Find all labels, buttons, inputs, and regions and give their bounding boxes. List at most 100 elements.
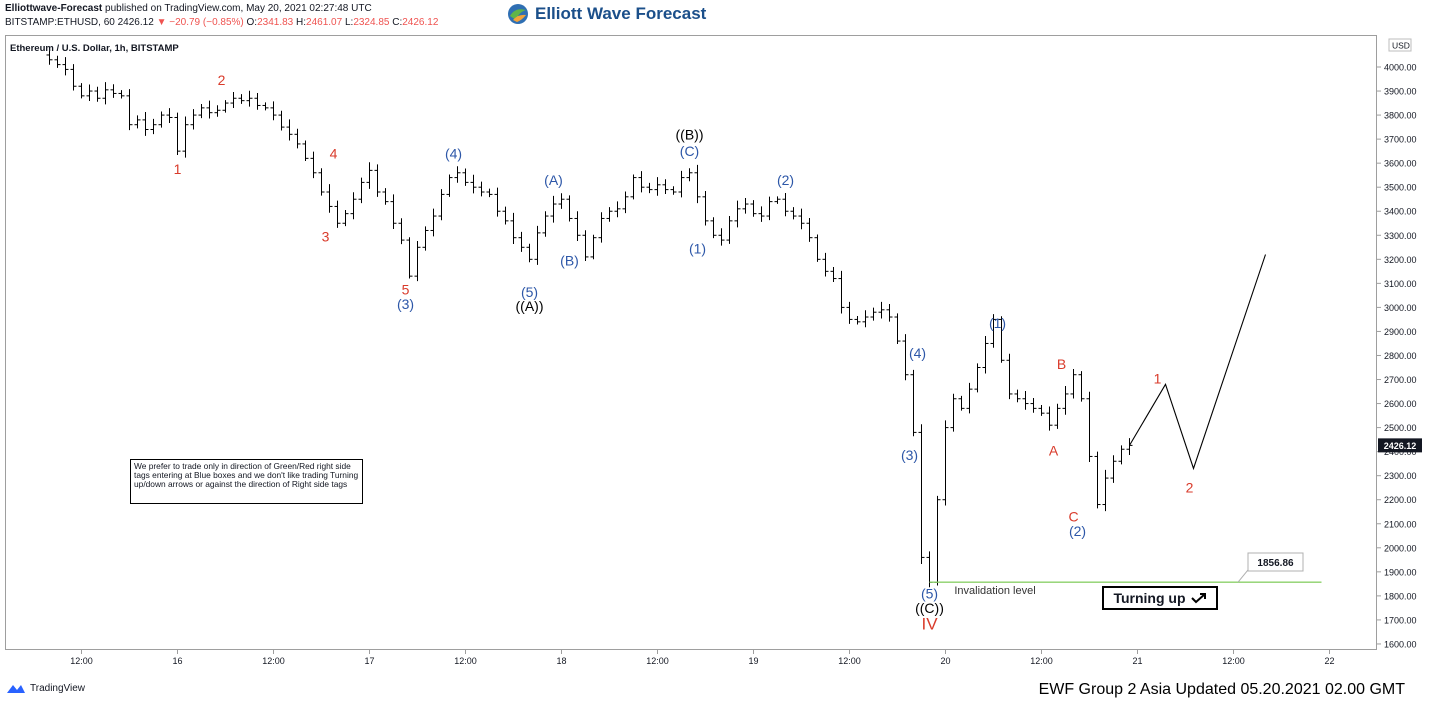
x-tick-label: 12:00	[454, 656, 477, 666]
x-tick-label: 17	[364, 656, 374, 666]
ohlc-bar	[998, 316, 1005, 363]
invalidation-label: Invalidation level	[954, 585, 1035, 597]
ohlc-key: H:	[293, 17, 307, 28]
last-price-tag-label: 2426.12	[1384, 441, 1417, 451]
ohlc-bar	[526, 243, 533, 263]
price-change: −20.79 (−0.85%)	[169, 17, 244, 28]
ohlc-bar	[206, 100, 213, 119]
wave-label: (2)	[1069, 523, 1086, 539]
ohlc-bar	[166, 108, 173, 124]
ohlc-bar	[798, 208, 805, 230]
y-tick-label: 3100.00	[1384, 279, 1417, 289]
ohlc-bar	[222, 100, 229, 113]
ohlc-bar	[182, 116, 189, 158]
ohlc-bar	[510, 212, 517, 245]
ohlc-bar	[254, 92, 261, 110]
ohlc-bar	[470, 174, 477, 194]
x-tick-label: 12:00	[646, 656, 669, 666]
down-arrow-icon: ▼	[156, 17, 167, 28]
ohlc-bar	[94, 86, 101, 102]
ohlc-bar	[1046, 406, 1053, 431]
ohlc-bar	[406, 237, 413, 279]
ohlc-bar	[190, 109, 197, 130]
wave-label: (1)	[989, 315, 1006, 331]
y-tick-label: 2300.00	[1384, 471, 1417, 481]
wave-label: (3)	[397, 296, 414, 312]
ohlc-bar	[630, 174, 637, 200]
ohlc-bar	[974, 363, 981, 393]
y-tick-label: 3500.00	[1384, 183, 1417, 193]
chart-title: Ethereum / U.S. Dollar, 1h, BITSTAMP	[10, 43, 179, 54]
invalidation-value: 1856.86	[1257, 558, 1294, 569]
ohlc-bar	[502, 206, 509, 225]
symbol-line: BITSTAMP:ETHUSD, 60	[5, 17, 115, 28]
ohlc-bar	[62, 57, 69, 76]
ohlc-bar	[902, 334, 909, 381]
wave-label: 2	[218, 72, 226, 88]
x-tick-label: 12:00	[262, 656, 285, 666]
ohlc-values: O:2341.83 H:2461.07 L:2324.85 C:2426.12	[247, 17, 439, 28]
y-tick-label: 4000.00	[1384, 63, 1417, 73]
ohlc-bar	[454, 166, 461, 183]
y-tick-label: 2000.00	[1384, 543, 1417, 553]
tradingview-label: TradingView	[30, 682, 86, 694]
currency-badge[interactable]	[1388, 38, 1412, 52]
tradingview-brand[interactable]: TradingView	[6, 682, 85, 694]
wave-label: A	[1049, 442, 1059, 458]
wave-label: 5	[402, 281, 410, 297]
ohlc-bar	[430, 208, 437, 237]
ohlc-key: O:	[246, 17, 258, 28]
ohlc-bar	[1006, 353, 1013, 400]
ohlc-bar	[614, 201, 621, 218]
ohlc-bar	[230, 92, 237, 109]
ohlc-bar	[78, 83, 85, 99]
ohlc-bar	[142, 111, 149, 136]
ohlc-bar	[870, 307, 877, 321]
ohlc-bar	[894, 313, 901, 344]
wave-label: (C)	[680, 143, 699, 159]
ohlc-bar	[966, 382, 973, 414]
x-tick-label: 18	[556, 656, 566, 666]
ohlc-bar	[486, 188, 493, 198]
ohlc-value: 2341.83	[257, 17, 294, 28]
ohlc-line: BITSTAMP:ETHUSD, 60 2426.12 ▼ −20.79 (−0…	[5, 17, 438, 28]
ohlc-bar	[734, 200, 741, 228]
wave-label: (A)	[544, 172, 563, 188]
ohlc-bar	[198, 104, 205, 119]
wave-label: (5)	[521, 284, 538, 300]
ohlc-bar	[246, 90, 253, 107]
ohlc-bar	[238, 94, 245, 104]
ohlc-bar	[326, 184, 333, 213]
ohlc-bar	[398, 218, 405, 245]
ohlc-bar	[982, 336, 989, 374]
brand-logo: Elliott Wave Forecast	[507, 2, 706, 26]
ohlc-bar	[302, 140, 309, 162]
ohlc-bar	[1078, 371, 1085, 402]
turning-label: Turning up	[1113, 590, 1186, 606]
chart-frame	[5, 35, 1377, 650]
ohlc-bar	[438, 189, 445, 221]
ohlc-bar	[694, 164, 701, 204]
invalidation-value-box	[1247, 552, 1304, 572]
ohlc-bar	[758, 206, 765, 222]
y-tick-label: 3000.00	[1384, 303, 1417, 313]
ohlc-bar	[54, 55, 61, 68]
published-text: published on TradingView.com, May 20, 20…	[105, 3, 372, 14]
ohlc-bar	[862, 310, 869, 328]
ohlc-bar	[86, 84, 93, 102]
ohlc-bar	[102, 82, 109, 105]
ohlc-bar	[126, 89, 133, 131]
wave-label: ((B))	[676, 126, 704, 142]
ohlc-bar	[886, 304, 893, 322]
ohlc-bar	[118, 90, 125, 99]
ohlc-bar	[958, 395, 965, 411]
ohlc-bar	[782, 192, 789, 217]
ohlc-bar	[950, 393, 957, 432]
wave-label: 4	[330, 146, 338, 162]
y-tick-label: 3200.00	[1384, 255, 1417, 265]
wave-label: ((A))	[516, 298, 544, 314]
wave-label: (B)	[560, 253, 579, 269]
ohlc-value: 2324.85	[353, 17, 390, 28]
ohlc-bar	[70, 64, 77, 91]
